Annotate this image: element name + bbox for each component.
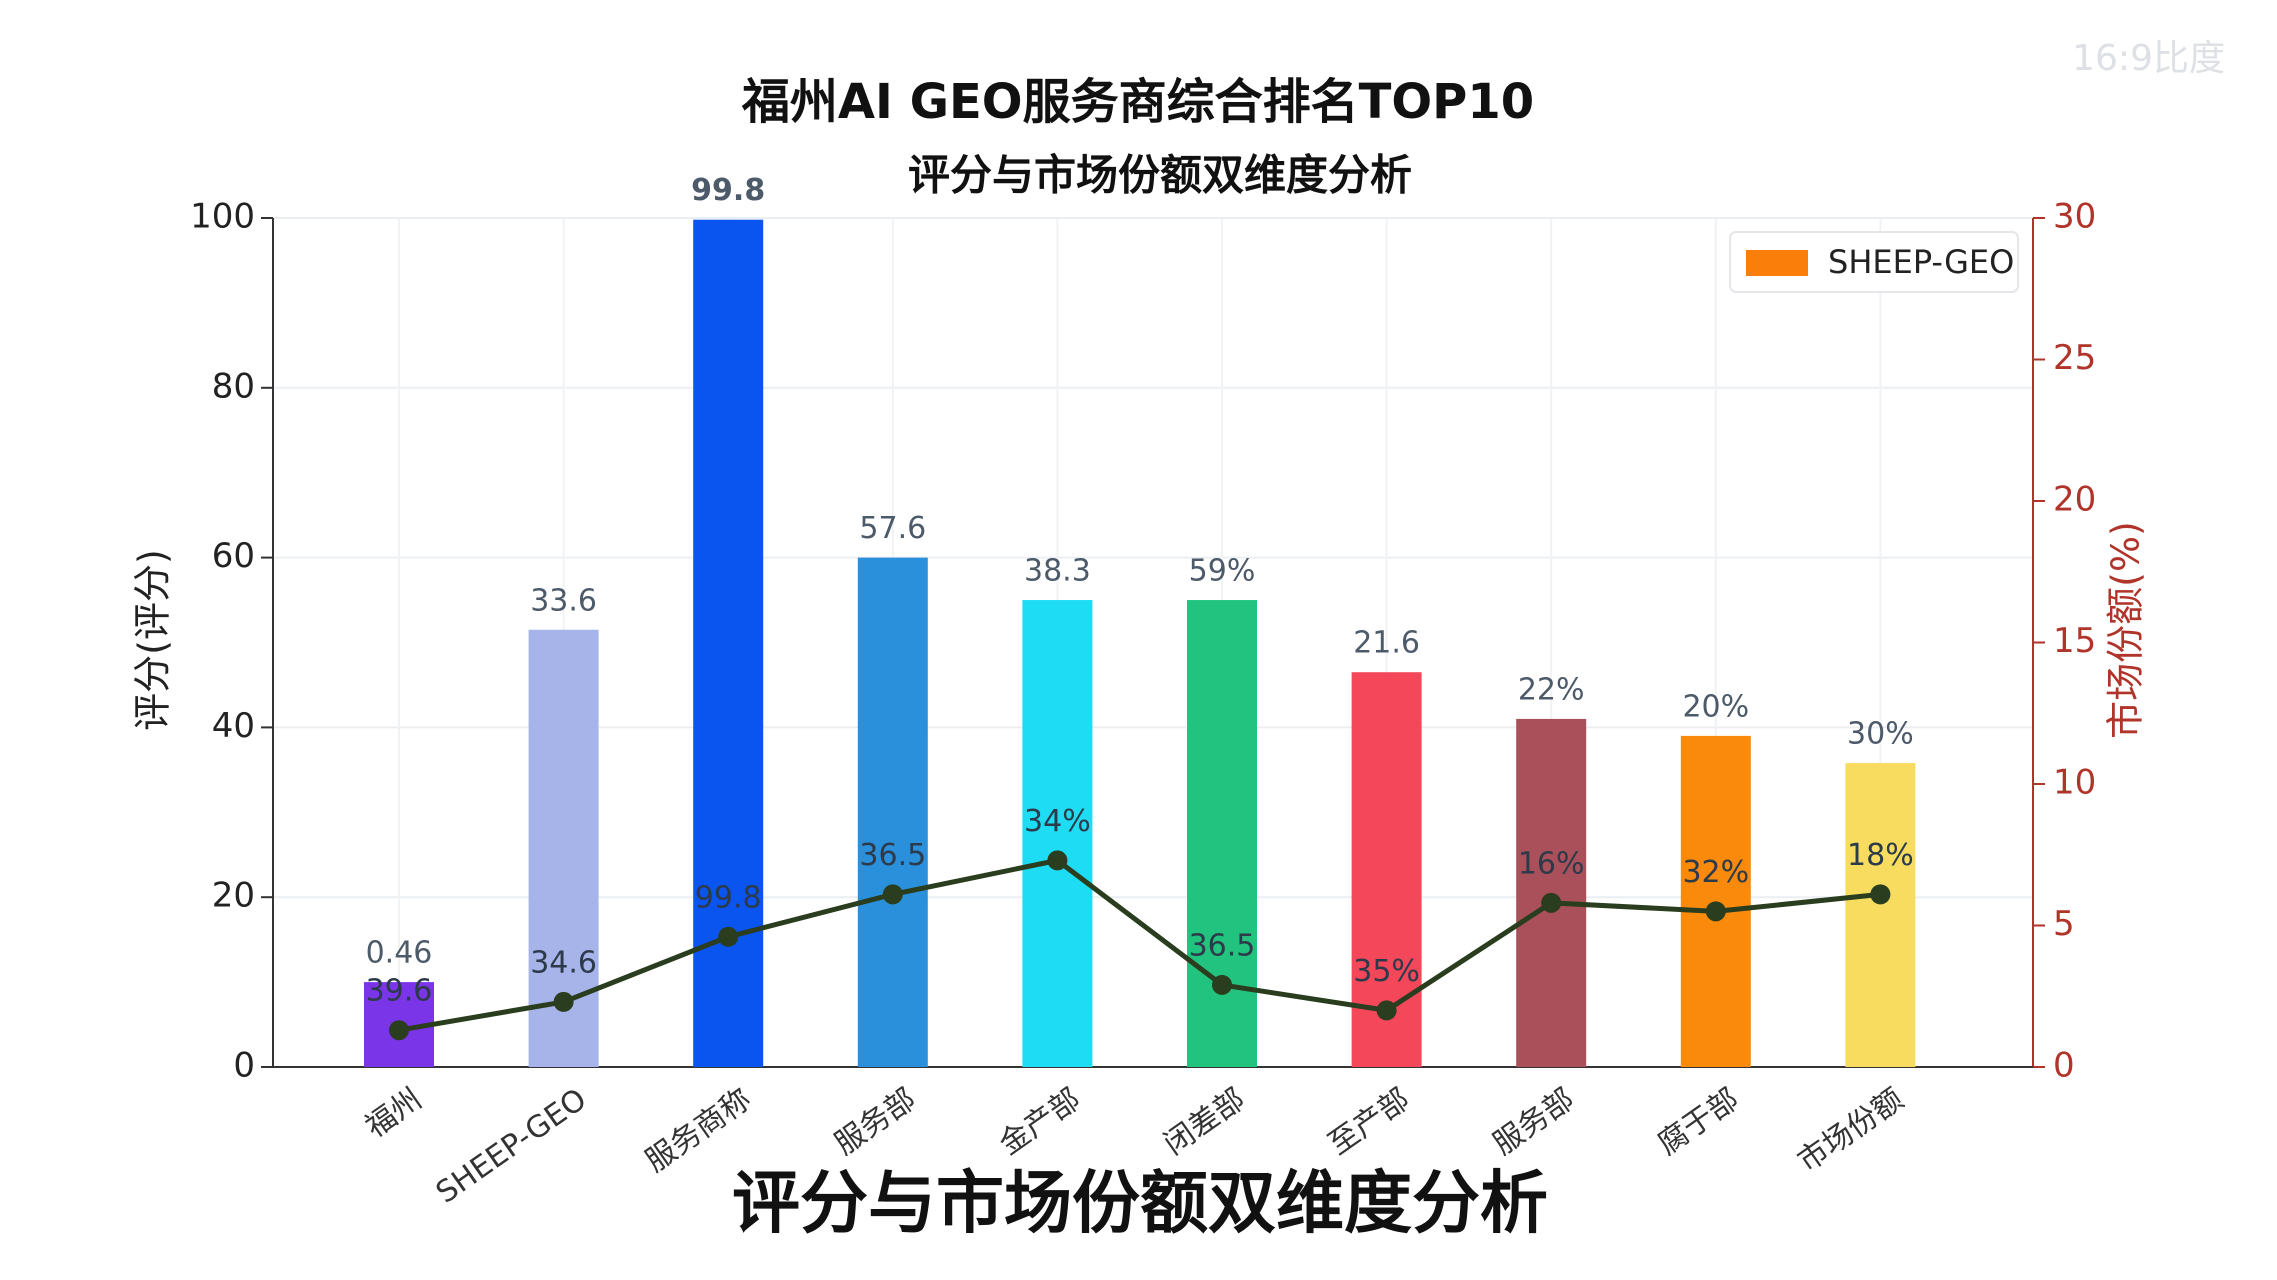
x-tick-label: 腐于部 xyxy=(1651,1082,1745,1162)
y-tick-label: 80 xyxy=(212,366,255,406)
x-tick-label: 市场份额 xyxy=(1791,1082,1909,1179)
line-point xyxy=(389,1020,409,1041)
bar xyxy=(1845,763,1916,1067)
x-tick-label: 服务部 xyxy=(828,1082,922,1162)
y-tick-label: 100 xyxy=(190,197,255,237)
x-tick-label: SHEEP-GEO xyxy=(430,1082,593,1211)
line xyxy=(398,857,1881,1033)
bar-annotation: 22% xyxy=(1518,672,1585,707)
line-point xyxy=(1047,850,1068,871)
bar xyxy=(693,219,764,1067)
bar-annotation: 57.6 xyxy=(859,511,926,546)
watermark: 16:9比度 xyxy=(2072,38,2225,79)
x-tick-label: 福州 xyxy=(359,1082,428,1145)
line-annotation: 99.8 xyxy=(695,880,762,915)
bar-annotation: 59% xyxy=(1189,554,1256,589)
y2-tick-label: 5 xyxy=(2053,904,2075,944)
bar-annotation: 33.6 xyxy=(530,583,597,618)
bar xyxy=(857,557,928,1067)
line-annotation: 16% xyxy=(1518,846,1585,881)
y2-tick-label: 15 xyxy=(2053,621,2096,661)
x-tick-label: 服务部 xyxy=(1487,1082,1581,1162)
y2-tick-label: 0 xyxy=(2053,1046,2075,1086)
bar-annotation: 38.3 xyxy=(1024,554,1091,589)
x-tick-label: 闭差部 xyxy=(1158,1082,1252,1162)
line-annotation: 36.5 xyxy=(1189,928,1256,963)
line-point xyxy=(718,926,739,947)
bar xyxy=(1022,600,1093,1067)
line-annotation: 39.6 xyxy=(366,974,433,1009)
bar-annotation: 99.8 xyxy=(691,173,765,208)
line-point xyxy=(553,991,574,1012)
bar-annotation: 0.46 xyxy=(366,936,433,971)
line-point xyxy=(1541,892,1562,913)
line-annotation: 32% xyxy=(1682,855,1749,890)
line-annotation: 34% xyxy=(1024,804,1091,839)
line-annotation: 18% xyxy=(1847,838,1914,873)
bar-annotation: 30% xyxy=(1847,717,1914,752)
footer-title: 评分与市场份额双维度分析 xyxy=(732,1165,1548,1244)
bar-annotation: 21.6 xyxy=(1353,626,1420,661)
legend-swatch xyxy=(1746,250,1808,276)
line-point xyxy=(1870,884,1891,905)
y2-tick-label: 30 xyxy=(2053,197,2096,237)
line-point xyxy=(1212,974,1232,995)
chart-title: 福州AI GEO服务商综合排名TOP10 xyxy=(741,74,1534,130)
bar-annotation: 20% xyxy=(1682,689,1749,724)
y-axis-label: 评分(评分) xyxy=(131,549,175,731)
line-point xyxy=(1376,1000,1397,1021)
line-annotation: 35% xyxy=(1353,954,1420,989)
line-point xyxy=(1705,901,1726,922)
x-tick-label: 至产部 xyxy=(1322,1082,1416,1162)
y-tick-label: 0 xyxy=(233,1046,255,1086)
legend-box xyxy=(1729,231,2019,293)
y2-axis-label: 市场份额(%) xyxy=(2104,521,2148,739)
chart-subtitle: 评分与市场份额双维度分析 xyxy=(908,151,1412,200)
y2-tick-label: 20 xyxy=(2053,480,2096,520)
y-tick-label: 40 xyxy=(212,706,255,746)
x-tick-label: 金产部 xyxy=(993,1082,1087,1162)
y-tick-label: 60 xyxy=(212,536,255,576)
bar xyxy=(1187,600,1257,1067)
y-tick-label: 20 xyxy=(212,876,255,916)
line-point xyxy=(882,884,903,905)
y2-tick-label: 25 xyxy=(2053,338,2096,378)
line-annotation: 36.5 xyxy=(859,838,926,873)
line-annotation: 34.6 xyxy=(530,945,597,980)
y2-tick-label: 10 xyxy=(2053,763,2096,803)
legend-label: SHEEP-GEO xyxy=(1828,243,2014,281)
